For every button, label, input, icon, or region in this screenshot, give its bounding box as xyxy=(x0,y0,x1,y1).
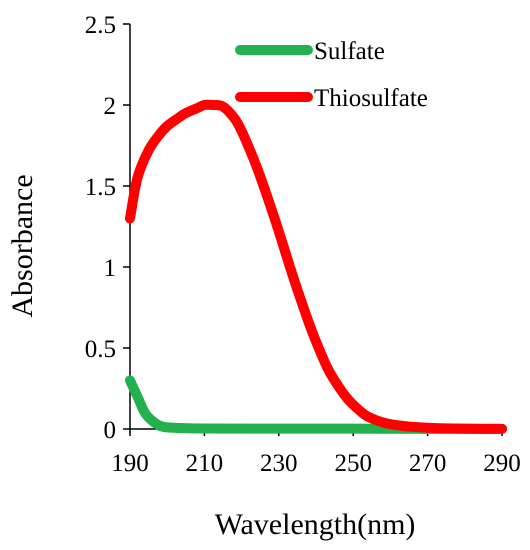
legend-label-sulfate: Sulfate xyxy=(314,38,385,65)
y-tick-label: 1.5 xyxy=(85,174,116,201)
y-tick-label: 2 xyxy=(104,93,117,120)
legend: Sulfate Thiosulfate xyxy=(235,38,428,112)
series-layer xyxy=(125,99,507,434)
tick-labels: 0 0.5 1 1.5 2 2.5 190 210 230 250 270 290 xyxy=(85,12,521,477)
y-tick-label: 0 xyxy=(104,417,117,444)
legend-label-thiosulfate: Thiosulfate xyxy=(314,85,428,112)
series-line-thiosulfate xyxy=(125,99,507,434)
x-tick-label: 210 xyxy=(186,450,224,477)
x-tick-label: 250 xyxy=(334,450,372,477)
y-tick-label: 0.5 xyxy=(85,336,116,363)
x-tick-label: 270 xyxy=(409,450,447,477)
x-tick-label: 230 xyxy=(260,450,298,477)
y-tick-label: 2.5 xyxy=(85,12,116,39)
x-tick-label: 290 xyxy=(483,450,521,477)
x-tick-label: 190 xyxy=(111,450,149,477)
x-axis-title: Wavelength(nm) xyxy=(215,508,416,541)
series-line-sulfate xyxy=(125,375,507,434)
axes xyxy=(123,23,503,436)
y-axis-title: Absorbance xyxy=(6,174,39,317)
y-tick-label: 1 xyxy=(104,255,117,282)
